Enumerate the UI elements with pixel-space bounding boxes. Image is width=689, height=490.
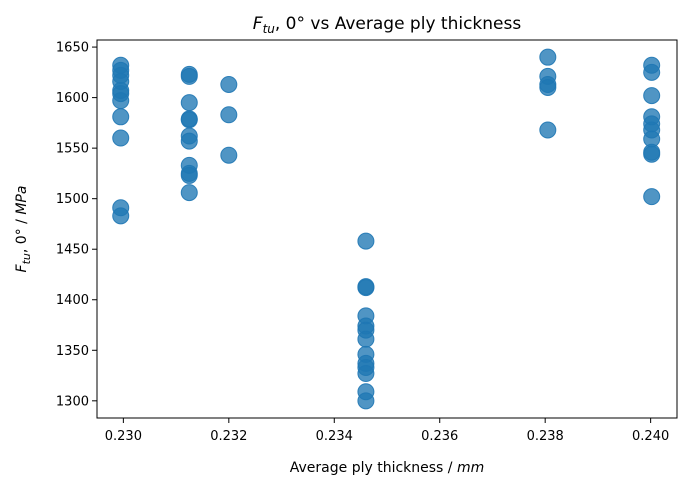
data-point	[180, 166, 198, 184]
data-point	[180, 111, 198, 129]
x-axis-ticks: 0.230 0.232 0.234 0.236 0.238 0.240	[105, 418, 669, 444]
y-tick-label: 1550	[56, 142, 89, 157]
x-tick-label: 0.240	[632, 429, 669, 444]
data-point	[357, 232, 375, 250]
data-point	[643, 145, 661, 163]
data-point	[539, 79, 557, 96]
data-point	[112, 129, 130, 147]
data-point	[220, 75, 238, 93]
data-points	[112, 48, 661, 410]
x-tick-label: 0.234	[316, 429, 353, 444]
data-point	[112, 108, 130, 126]
data-point	[180, 67, 198, 85]
data-point	[643, 87, 661, 105]
data-point	[220, 146, 238, 164]
x-axis-title: Average ply thickness / mm	[290, 460, 484, 476]
data-point	[112, 92, 130, 110]
plot-frame	[96, 39, 678, 419]
y-tick-label: 1650	[56, 41, 89, 56]
data-point	[220, 106, 238, 124]
data-point	[357, 279, 375, 297]
data-point	[112, 207, 130, 225]
y-axis-ticks: 1300 1350 1400 1450 1500 1550 1600 1650	[56, 41, 97, 409]
data-point	[357, 365, 375, 383]
y-tick-label: 1400	[56, 293, 89, 308]
x-tick-label: 0.238	[527, 429, 564, 444]
y-axis-title: Ftu, 0° / MPa	[14, 186, 33, 273]
x-tick-label: 0.230	[105, 429, 142, 444]
y-tick-label: 1600	[56, 91, 89, 106]
y-tick-label: 1300	[56, 394, 89, 409]
data-point	[643, 188, 661, 206]
y-tick-label: 1500	[56, 192, 89, 207]
chart-title: Ftu, 0° vs Average ply thickness	[253, 14, 522, 36]
data-point	[357, 330, 375, 348]
y-tick-label: 1450	[56, 243, 89, 258]
data-point	[180, 94, 198, 112]
x-tick-label: 0.232	[210, 429, 247, 444]
data-point	[539, 48, 557, 66]
data-point	[539, 121, 557, 139]
x-tick-label: 0.236	[421, 429, 458, 444]
data-point	[357, 392, 375, 410]
data-point	[643, 63, 661, 81]
y-tick-label: 1350	[56, 344, 89, 359]
data-point	[180, 184, 198, 202]
data-point	[180, 132, 198, 150]
